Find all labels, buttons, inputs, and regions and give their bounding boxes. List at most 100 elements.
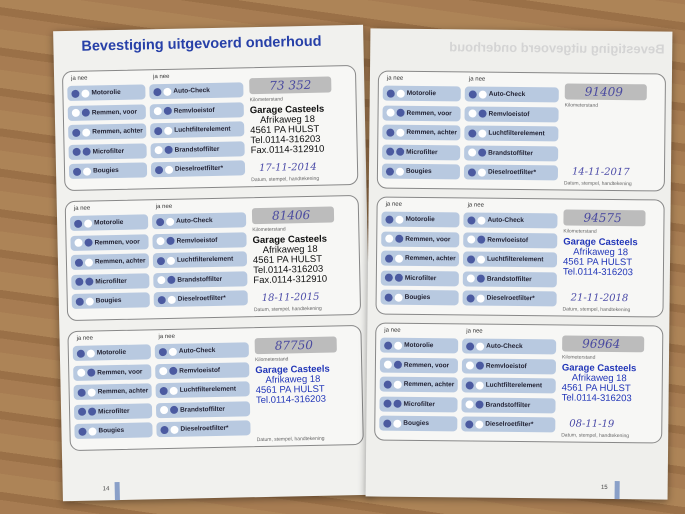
checklist-item[interactable]: Luchtfilterelement (461, 377, 556, 394)
nee-checkbox[interactable] (163, 106, 172, 115)
checklist-item[interactable]: Remvloeistof (463, 231, 558, 248)
nee-checkbox[interactable] (167, 275, 176, 284)
ja-checkbox[interactable] (157, 276, 166, 285)
ja-checkbox[interactable] (383, 419, 392, 428)
checklist-item[interactable]: Dieselroetfilter* (461, 416, 556, 433)
ja-checkbox[interactable] (468, 109, 477, 118)
checklist-item[interactable]: Auto-Check (149, 82, 244, 100)
checklist-item[interactable]: Remmen, achter (68, 123, 147, 141)
ja-checkbox[interactable] (77, 368, 86, 377)
ja-checkbox[interactable] (467, 254, 476, 264)
nee-checkbox[interactable] (476, 342, 485, 351)
ja-checkbox[interactable] (71, 108, 80, 117)
ja-checkbox[interactable] (383, 399, 392, 408)
checklist-item[interactable]: Brandstoffilter (150, 140, 245, 158)
ja-checkbox[interactable] (384, 293, 393, 302)
ja-checkbox[interactable] (386, 89, 395, 98)
ja-checkbox[interactable] (468, 128, 477, 138)
checklist-item[interactable]: Remmen, voor (67, 103, 146, 121)
ja-checkbox[interactable] (157, 295, 166, 304)
nee-checkbox[interactable] (167, 295, 176, 304)
nee-checkbox[interactable] (477, 216, 486, 225)
nee-checkbox[interactable] (477, 235, 486, 244)
ja-checkbox[interactable] (159, 386, 168, 395)
ja-checkbox[interactable] (465, 380, 474, 390)
checklist-item[interactable]: Dieselroetfilter* (462, 290, 557, 307)
nee-checkbox[interactable] (475, 361, 484, 370)
checklist-item[interactable]: Auto-Check (464, 86, 559, 103)
checklist-item[interactable]: Bougies (68, 162, 148, 179)
checklist-item[interactable]: Luchtfilterelement (155, 381, 250, 399)
ja-checkbox[interactable] (386, 128, 395, 137)
nee-checkbox[interactable] (164, 126, 173, 135)
checklist-item[interactable]: Remmen, achter (379, 376, 458, 393)
checklist-item[interactable]: Microfilter (380, 270, 459, 286)
checklist-item[interactable]: Microfilter (73, 402, 153, 420)
nee-checkbox[interactable] (478, 109, 487, 118)
checklist-item[interactable]: Remmen, achter (70, 253, 150, 270)
checklist-item[interactable]: Remmen, voor (382, 105, 461, 121)
checklist-item[interactable]: Remmen, achter (73, 383, 152, 400)
nee-checkbox[interactable] (168, 347, 177, 356)
nee-checkbox[interactable] (84, 258, 94, 267)
checklist-item[interactable]: Remmen, voor (379, 357, 459, 373)
nee-checkbox[interactable] (393, 399, 402, 408)
nee-checkbox[interactable] (82, 128, 91, 137)
ja-checkbox[interactable] (77, 388, 86, 397)
nee-checkbox[interactable] (166, 217, 175, 226)
nee-checkbox[interactable] (395, 167, 405, 176)
ja-checkbox[interactable] (159, 405, 169, 415)
checklist-item[interactable]: Dieselroetfilter* (150, 160, 246, 178)
checklist-item[interactable]: Brandstoffilter (462, 270, 557, 287)
ja-checkbox[interactable] (384, 273, 393, 282)
checklist-item[interactable]: Remvloeistof (461, 357, 557, 374)
ja-checkbox[interactable] (468, 89, 477, 99)
checklist-item[interactable]: Auto-Check (154, 342, 249, 360)
ja-checkbox[interactable] (72, 128, 81, 137)
ja-checkbox[interactable] (386, 108, 395, 117)
nee-checkbox[interactable] (169, 366, 178, 375)
nee-checkbox[interactable] (477, 168, 487, 177)
checklist-item[interactable]: Microfilter (71, 272, 150, 290)
checklist-item[interactable]: Bougies (380, 289, 459, 306)
checklist-item[interactable]: Microfilter (382, 144, 461, 160)
nee-checkbox[interactable] (170, 425, 179, 434)
checklist-item[interactable]: Auto-Check (151, 212, 247, 230)
checklist-item[interactable]: Motorolie (380, 337, 459, 354)
checklist-item[interactable]: Luchtfilterelement (150, 121, 245, 139)
ja-checkbox[interactable] (385, 234, 394, 243)
ja-checkbox[interactable] (154, 146, 163, 155)
ja-checkbox[interactable] (465, 419, 474, 429)
ja-checkbox[interactable] (385, 215, 394, 224)
nee-checkbox[interactable] (169, 386, 178, 395)
nee-checkbox[interactable] (393, 419, 402, 428)
ja-checkbox[interactable] (467, 215, 476, 225)
checklist-item[interactable]: Bougies (381, 163, 461, 180)
nee-checkbox[interactable] (395, 254, 404, 263)
nee-checkbox[interactable] (87, 387, 96, 397)
ja-checkbox[interactable] (78, 427, 87, 436)
nee-checkbox[interactable] (82, 167, 92, 176)
ja-checkbox[interactable] (466, 293, 475, 303)
nee-checkbox[interactable] (395, 215, 404, 224)
nee-checkbox[interactable] (164, 165, 174, 174)
nee-checkbox[interactable] (85, 277, 94, 286)
checklist-item[interactable]: Luchtfilterelement (464, 125, 559, 142)
checklist-item[interactable]: Bougies (379, 415, 458, 432)
nee-checkbox[interactable] (84, 238, 93, 247)
ja-checkbox[interactable] (74, 219, 83, 228)
nee-checkbox[interactable] (396, 108, 405, 117)
ja-checkbox[interactable] (385, 167, 395, 176)
ja-checkbox[interactable] (153, 87, 162, 96)
nee-checkbox[interactable] (85, 297, 94, 306)
nee-checkbox[interactable] (476, 274, 485, 283)
ja-checkbox[interactable] (160, 425, 169, 434)
ja-checkbox[interactable] (383, 360, 392, 369)
ja-checkbox[interactable] (75, 277, 84, 286)
nee-checkbox[interactable] (475, 400, 484, 409)
nee-checkbox[interactable] (82, 147, 91, 156)
checklist-item[interactable]: Brandstoffilter (461, 396, 556, 413)
ja-checkbox[interactable] (384, 341, 393, 350)
ja-checkbox[interactable] (78, 407, 87, 416)
nee-checkbox[interactable] (478, 90, 487, 99)
